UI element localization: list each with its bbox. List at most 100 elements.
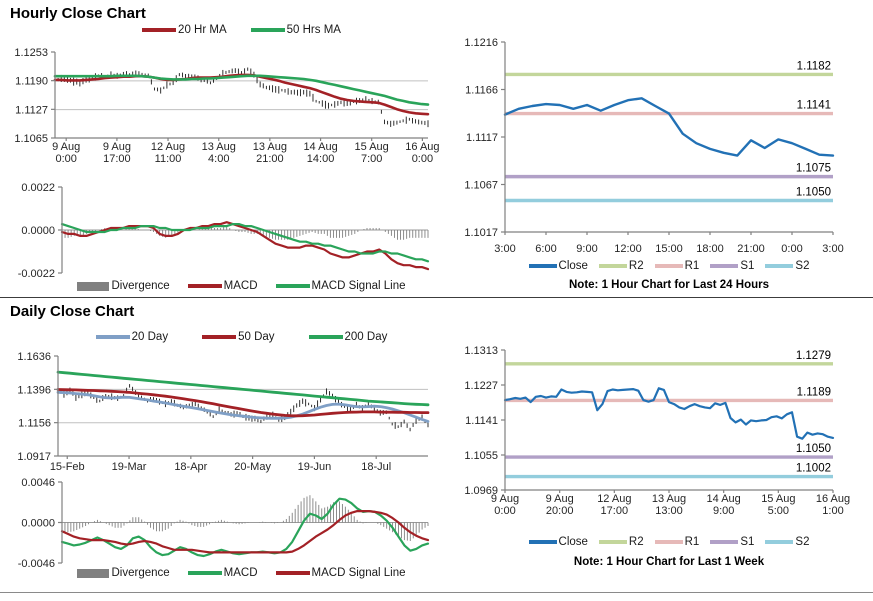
legend-item-macd: MACD: [187, 280, 258, 292]
daily-macd-legend: Divergence MACD MACD Signal Line: [55, 567, 428, 579]
series-50-day: [56, 388, 430, 418]
line-swatch-icon: [275, 571, 310, 575]
x-tick-label: 0:00: [781, 243, 802, 255]
bottom-divider: [0, 592, 873, 593]
series-macd-signal-line: [60, 223, 430, 263]
x-tick-label: 13 Aug: [652, 493, 686, 505]
level-label-s2: 1.1050: [796, 186, 831, 198]
y-tick-label: 1.1216: [464, 37, 498, 49]
series-close: [503, 97, 835, 157]
y-tick-label: 1.1190: [15, 76, 48, 88]
section-divider: [0, 297, 873, 298]
line-swatch-icon: [142, 28, 177, 32]
y-tick-label: 1.1067: [464, 180, 498, 192]
level-label-r2: 1.1279: [796, 350, 831, 362]
legend-item-200-day: 200 Day: [308, 331, 388, 343]
legend-item-macd-signal-line: MACD Signal Line: [275, 567, 406, 579]
series-200-day: [56, 370, 430, 407]
y-tick-label: 1.1156: [18, 418, 51, 430]
legend-label: Divergence: [111, 567, 170, 579]
x-tick-label: 15:00: [655, 243, 683, 255]
hourly-section-title: Hourly Close Chart: [10, 5, 146, 22]
line-swatch-icon: [275, 284, 310, 288]
line-swatch-icon: [598, 264, 627, 268]
hourly-sr-legend: Close R2 R1 S1 S2: [498, 260, 840, 272]
x-tick-label: 20:00: [546, 505, 574, 517]
y-tick-label: 1.1117: [466, 132, 498, 144]
legend-label: Divergence: [111, 280, 170, 292]
x-tick-label: 3:00: [494, 243, 515, 255]
x-tick-label: 12 Aug: [151, 141, 185, 153]
x-tick-label: 11:00: [155, 153, 182, 165]
y-tick-label: 1.1227: [464, 380, 498, 392]
x-tick-label: 14:00: [307, 153, 335, 165]
legend-label: MACD Signal Line: [311, 280, 406, 292]
x-tick-label: 12:00: [614, 243, 642, 255]
hourly-sr-note: Note: 1 Hour Chart for Last 24 Hours: [569, 279, 769, 291]
x-tick-label: 18:00: [696, 243, 724, 255]
legend-item-50-hrs-ma: 50 Hrs MA: [250, 24, 341, 36]
legend-item-20-day: 20 Day: [95, 331, 168, 343]
line-swatch-icon: [308, 335, 343, 339]
x-tick-label: 21:00: [737, 243, 765, 255]
y-tick-label: 1.0969: [464, 485, 498, 497]
legend-label: S1: [740, 536, 755, 548]
legend-label: R1: [684, 260, 700, 272]
x-tick-label: 14 Aug: [707, 493, 741, 505]
legend-label: 200 Day: [344, 331, 388, 343]
legend-item-divergence: Divergence: [77, 280, 170, 292]
level-label-s1: 1.1075: [796, 163, 831, 175]
hourly-macd-legend: Divergence MACD MACD Signal Line: [55, 280, 428, 292]
x-tick-label: 18-Jul: [361, 461, 391, 473]
x-tick-label: 21:00: [256, 153, 284, 165]
x-tick-label: 13 Aug: [253, 141, 287, 153]
y-tick-label: 1.1313: [464, 345, 498, 357]
level-label-r1: 1.1141: [797, 100, 831, 112]
legend-label: R1: [684, 536, 700, 548]
x-tick-label: 1:00: [822, 505, 843, 517]
legend-item-r2: R2: [598, 536, 644, 548]
y-tick-label: 1.1396: [17, 384, 51, 396]
line-swatch-icon: [528, 540, 557, 544]
x-tick-label: 19-Mar: [112, 461, 147, 473]
y-tick-label: 0.0000: [21, 225, 55, 237]
x-tick-label: 16 Aug: [816, 493, 850, 505]
legend-item-20-hr-ma: 20 Hr MA: [142, 24, 227, 36]
legend-label: Close: [558, 260, 588, 272]
legend-label: R2: [628, 536, 644, 548]
legend-item-macd: MACD: [187, 567, 258, 579]
y-tick-label: 0.0046: [21, 477, 55, 489]
y-tick-label: 1.1055: [464, 450, 498, 462]
x-tick-label: 9 Aug: [103, 141, 131, 153]
line-swatch-icon: [654, 540, 683, 544]
x-tick-label: 3:00: [822, 243, 843, 255]
x-tick-label: 12 Aug: [597, 493, 631, 505]
x-tick-label: 9 Aug: [491, 493, 519, 505]
level-label-r1: 1.1189: [797, 386, 831, 398]
x-tick-label: 4:00: [208, 153, 229, 165]
legend-item-s1: S1: [710, 260, 754, 272]
legend-label: S2: [795, 260, 810, 272]
legend-item-s2: S2: [765, 260, 809, 272]
y-tick-label: -0.0022: [18, 268, 55, 280]
line-swatch-icon: [95, 335, 130, 339]
x-tick-label: 9:00: [576, 243, 597, 255]
level-label-r2: 1.1182: [797, 60, 831, 72]
y-tick-label: 1.1127: [15, 104, 48, 116]
x-tick-label: 16 Aug: [405, 141, 439, 153]
legend-label: 50 Day: [238, 331, 275, 343]
divergence-swatch-icon: [77, 281, 110, 291]
y-tick-label: 1.0917: [17, 451, 51, 463]
level-label-s1: 1.1050: [796, 443, 831, 455]
legend-label: S2: [795, 536, 810, 548]
legend-item-close: Close: [528, 260, 588, 272]
legend-item-macd-signal-line: MACD Signal Line: [275, 280, 406, 292]
x-tick-label: 15 Aug: [761, 493, 795, 505]
x-tick-label: 15 Aug: [355, 141, 389, 153]
legend-item-s1: S1: [710, 536, 754, 548]
line-swatch-icon: [765, 540, 794, 544]
legend-item-50-day: 50 Day: [202, 331, 275, 343]
daily-price-legend: 20 Day 50 Day 200 Day: [55, 331, 428, 343]
